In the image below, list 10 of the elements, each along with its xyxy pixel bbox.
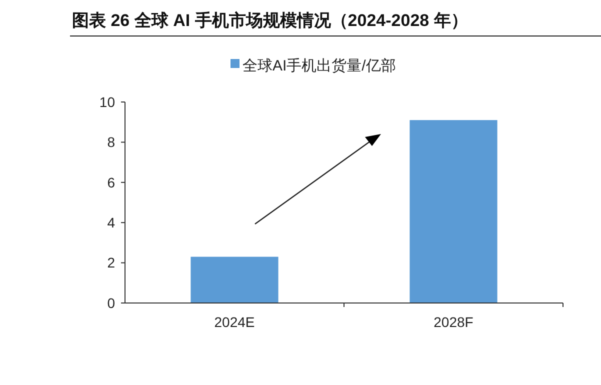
x-tick-label: 2024E [214, 314, 255, 330]
y-tick-label: 0 [107, 294, 116, 311]
y-tick-label: 4 [107, 214, 116, 230]
y-tick-label: 2 [107, 254, 116, 271]
y-tick-label: 8 [107, 134, 116, 150]
y-tick-label: 10 [99, 94, 116, 110]
x-tick-label: 2028F [434, 314, 474, 330]
y-tick-label: 6 [107, 174, 116, 190]
chart-title: 图表 26 全球 AI 手机市场规模情况（2024-2028 年） [72, 11, 468, 30]
legend-label: 全球AI手机出货量/亿部 [242, 57, 396, 74]
